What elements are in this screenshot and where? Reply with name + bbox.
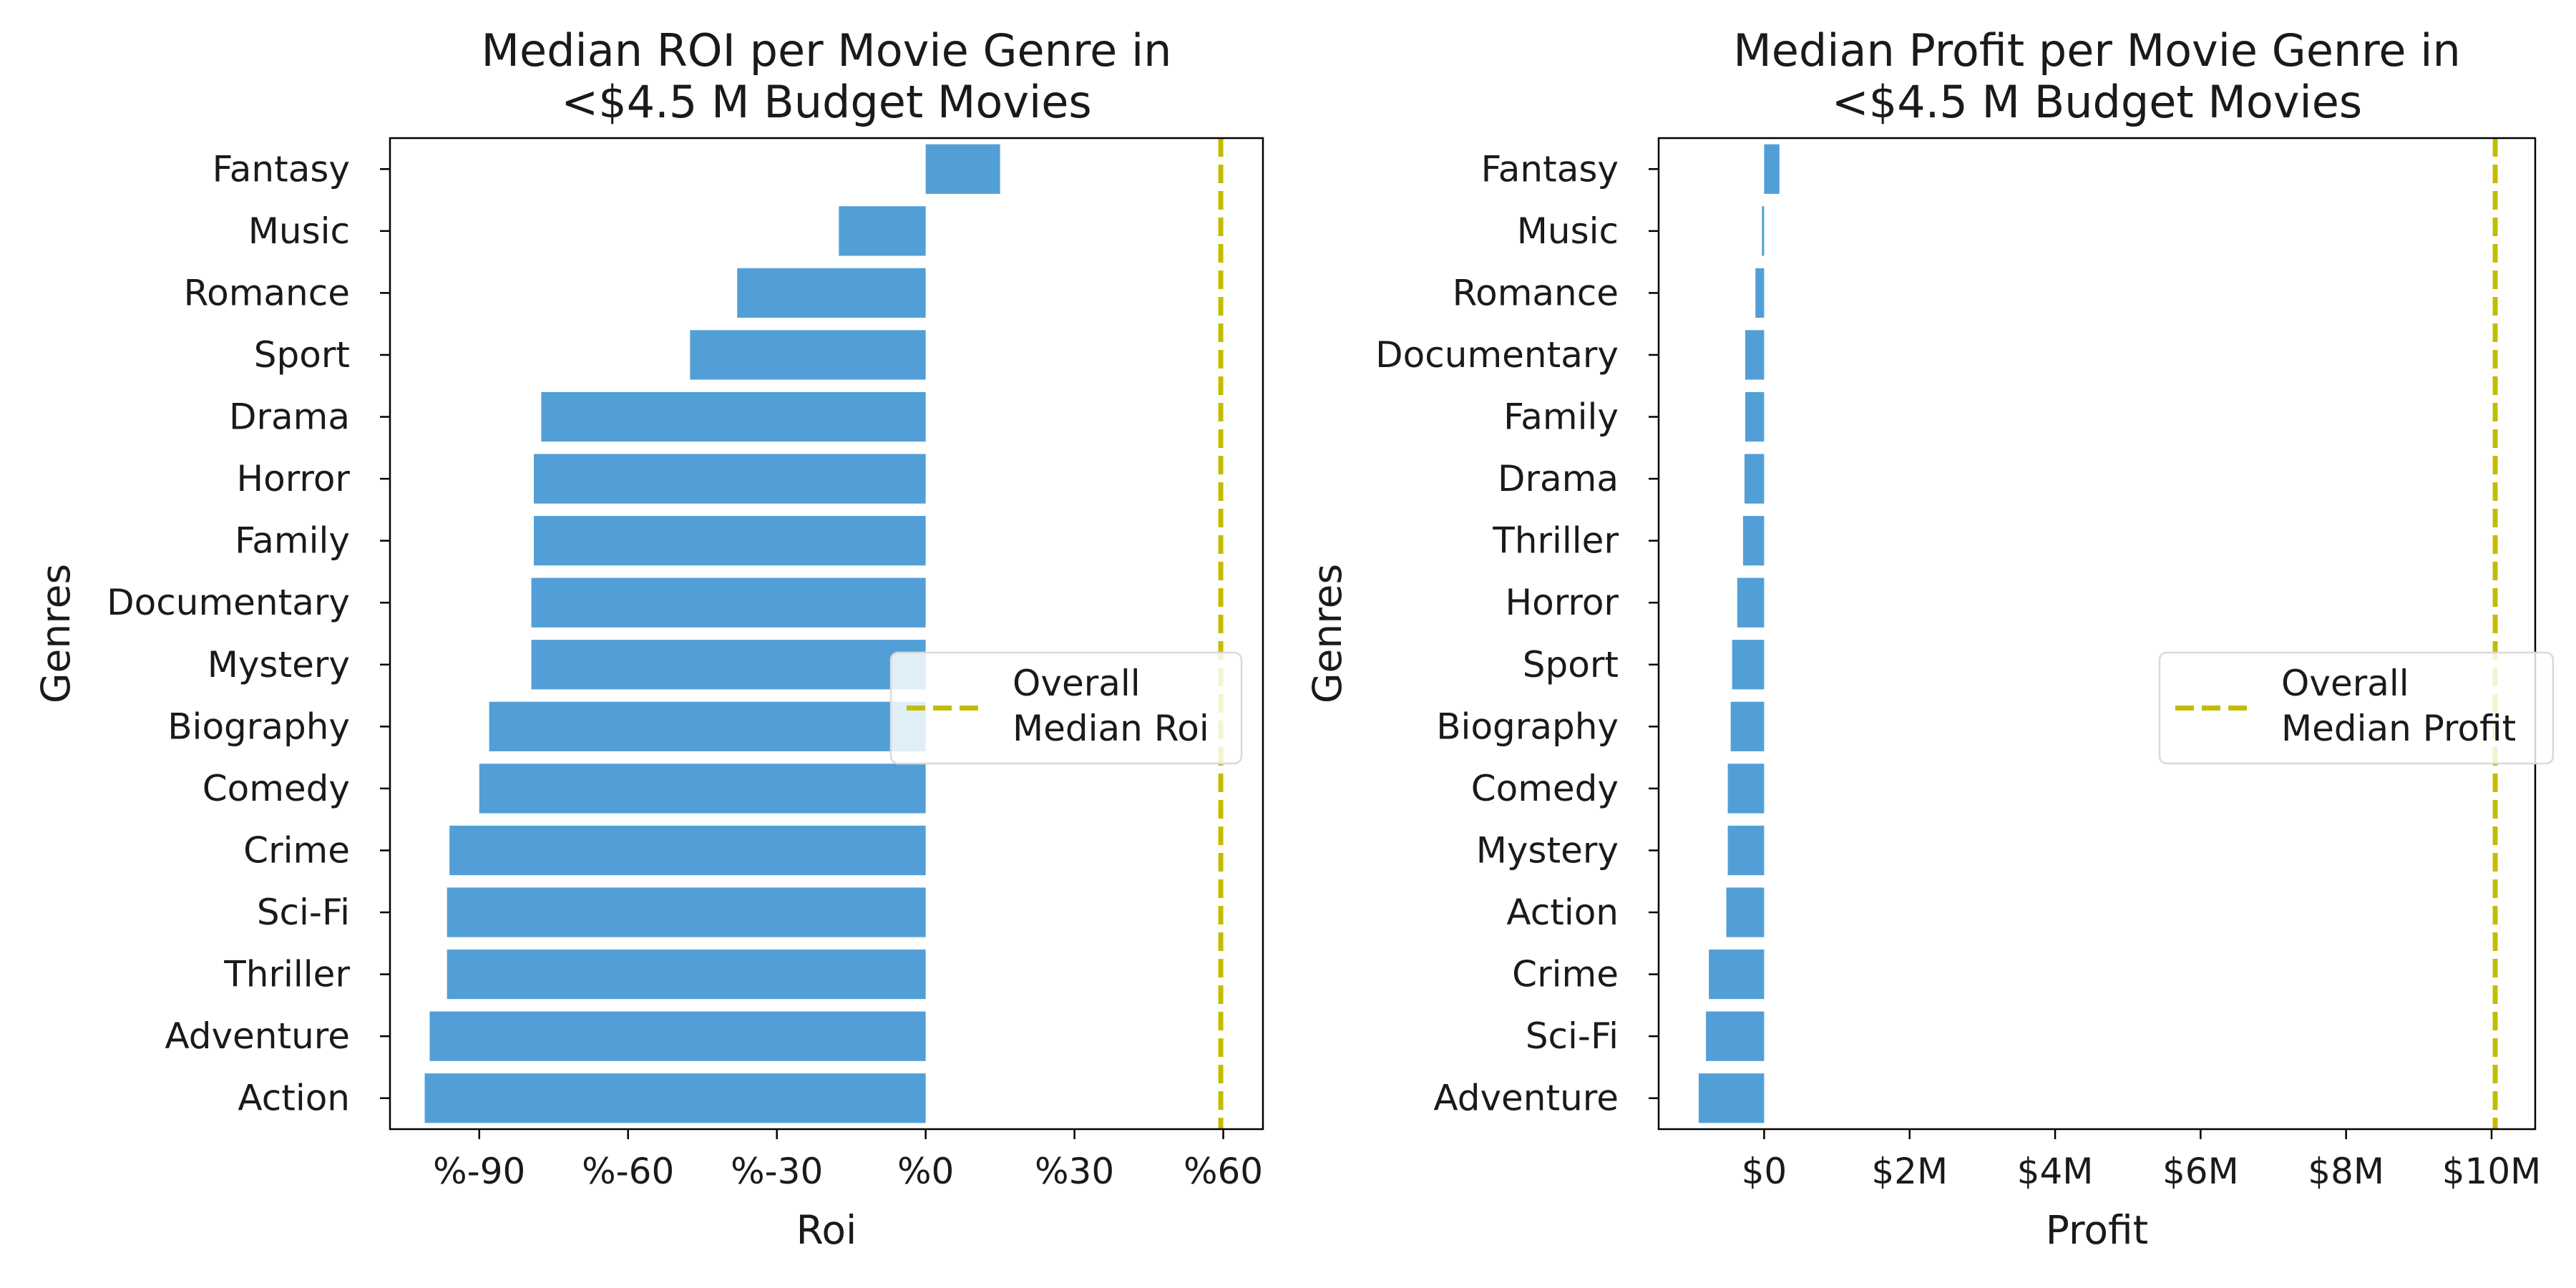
y-tick-label: Sport [1523, 644, 1619, 686]
bar-action [424, 1073, 926, 1123]
axes-frame [1657, 137, 2537, 1131]
bar-romance [1755, 268, 1765, 318]
bar-fantasy [1764, 144, 1780, 194]
legend-label: Median Roi [1013, 708, 1209, 749]
y-tick-label: Crime [243, 829, 350, 871]
x-tick-label: $4M [2017, 1151, 2094, 1192]
bar-sport [1732, 640, 1765, 690]
bar-drama [541, 391, 926, 442]
bar-adventure [429, 1011, 926, 1061]
bar-thriller [1742, 516, 1765, 566]
roi-chart: Fantasy Music Romance Sport Drama Horror Famil… [33, 24, 1264, 1253]
y-tick-label: Thriller [223, 954, 350, 995]
bar-sport [690, 330, 926, 380]
bar-fantasy [925, 144, 1000, 194]
y-tick-label: Mystery [208, 644, 350, 686]
y-tick-label: Music [1517, 210, 1619, 252]
profit-chart: Fantasy Music Romance Documentary Family Dram… [1304, 24, 2555, 1253]
y-tick-label: Fantasy [1481, 148, 1619, 190]
y-tick-label: Fantasy [213, 148, 350, 190]
y-tick-label: Biography [1436, 706, 1619, 747]
bar-documentary [1745, 330, 1765, 380]
y-tick-label: Horror [1506, 582, 1619, 623]
bar-comedy [479, 763, 926, 814]
bar-documentary [531, 577, 926, 628]
bar-thriller [447, 949, 926, 1000]
y-tick-label: Romance [184, 272, 350, 313]
y-tick-label: Adventure [1433, 1078, 1619, 1119]
x-tick-label: $8M [2308, 1151, 2384, 1192]
chart-title: Median ROI per Movie Genre in [482, 24, 1172, 77]
y-tick-label: Adventure [165, 1015, 350, 1057]
y-tick-label: Comedy [1471, 768, 1619, 809]
x-tick-label: $2M [1871, 1151, 1948, 1192]
x-tick-label: %30 [1035, 1151, 1114, 1192]
bar-drama [1744, 454, 1765, 504]
bar-comedy [1727, 763, 1765, 814]
bar-family [534, 516, 926, 566]
bar-horror [1737, 577, 1765, 628]
bar-adventure [1698, 1073, 1765, 1123]
y-tick-label: Sport [254, 334, 350, 376]
x-axis-label: Roi [796, 1207, 857, 1253]
y-tick-label: Horror [237, 458, 351, 499]
y-tick-label: Drama [1498, 458, 1619, 499]
y-tick-label: Mystery [1476, 829, 1619, 871]
bar-sci-fi [1706, 1011, 1765, 1061]
x-tick-label: %-90 [433, 1151, 525, 1192]
y-tick-label: Biography [167, 706, 350, 747]
y-tick-label: Music [248, 210, 350, 252]
legend-box [2158, 651, 2555, 765]
x-tick-label: $10M [2442, 1151, 2542, 1192]
x-tick-label: $6M [2162, 1151, 2239, 1192]
bar-romance [737, 268, 926, 318]
bar-mystery [531, 640, 926, 690]
legend-label: Overall [2281, 663, 2409, 704]
y-tick-label: Family [235, 520, 350, 562]
bar-crime [449, 825, 926, 876]
bar-music [1762, 206, 1765, 256]
y-tick-label: Sci-Fi [1526, 1015, 1619, 1057]
bar-biography [1730, 701, 1765, 751]
x-tick-label: $0 [1742, 1151, 1787, 1192]
y-tick-label: Thriller [1492, 520, 1619, 562]
legend-label: Overall [1013, 663, 1141, 704]
y-tick-label: Family [1503, 396, 1619, 438]
x-tick-label: %-30 [731, 1151, 823, 1192]
bar-action [1726, 887, 1765, 937]
chart-title: <$4.5 M Budget Movies [561, 76, 1091, 128]
bar-music [839, 206, 926, 256]
x-tick-label: %60 [1184, 1151, 1263, 1192]
y-tick-label: Crime [1512, 954, 1619, 995]
y-tick-label: Documentary [107, 582, 350, 623]
legend-box [889, 651, 1243, 765]
y-tick-label: Drama [229, 396, 350, 438]
bar-sci-fi [447, 887, 926, 937]
y-tick-label: Action [238, 1078, 350, 1119]
chart-title: <$4.5 M Budget Movies [1832, 76, 2362, 128]
y-tick-label: Romance [1453, 272, 1619, 313]
chart-title: Median Profit per Movie Genre in [1733, 24, 2461, 77]
y-tick-label: Sci-Fi [257, 892, 350, 933]
legend-label: Median Profit [2281, 708, 2516, 749]
axes-frame [389, 137, 1264, 1131]
x-tick-label: %0 [897, 1151, 954, 1192]
y-axis-label: Genres [1304, 564, 1350, 703]
y-tick-label: Action [1506, 892, 1619, 933]
bar-crime [1709, 949, 1765, 1000]
y-tick-label: Comedy [203, 768, 350, 809]
x-axis-label: Profit [2046, 1207, 2148, 1253]
bar-mystery [1727, 825, 1765, 876]
y-tick-label: Documentary [1375, 334, 1619, 376]
y-axis-label: Genres [33, 564, 79, 703]
bar-family [1745, 391, 1765, 442]
bar-biography [489, 701, 926, 751]
x-tick-label: %-60 [582, 1151, 674, 1192]
bar-horror [534, 454, 926, 504]
